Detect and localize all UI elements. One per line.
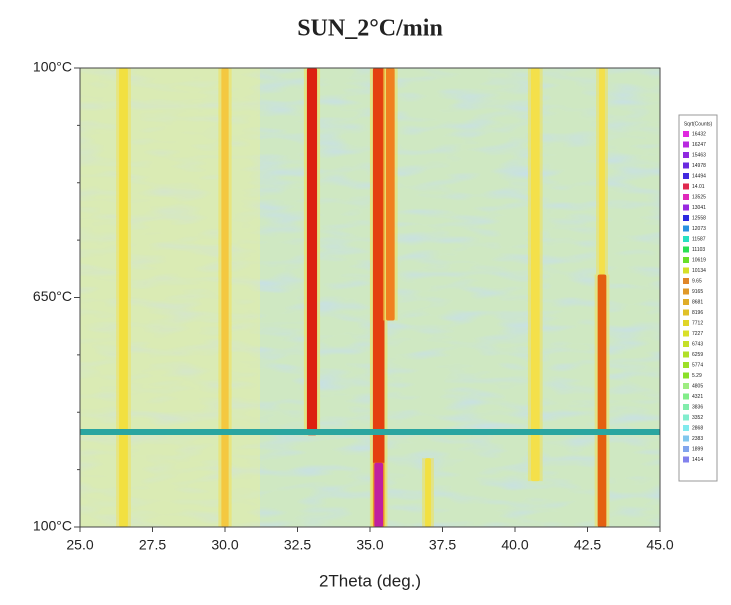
colorbar-label: 15463 xyxy=(692,152,706,158)
colorbar-label: 13041 xyxy=(692,205,706,211)
x-tick-label: 32.5 xyxy=(284,537,311,553)
colorbar-label: 16247 xyxy=(692,142,706,148)
colorbar-swatch xyxy=(683,257,689,263)
peak xyxy=(374,462,384,527)
colorbar-label: 5774 xyxy=(692,362,703,368)
colorbar-label: 7227 xyxy=(692,331,703,337)
colorbar-title: Sqrt(Counts) xyxy=(684,121,713,127)
colorbar-swatch xyxy=(683,362,689,368)
colorbar-label: 1414 xyxy=(692,457,703,463)
colorbar-label: 12073 xyxy=(692,226,706,232)
colorbar-label: 3836 xyxy=(692,404,703,410)
colorbar-swatch xyxy=(683,414,689,421)
colorbar-label: 12558 xyxy=(692,215,706,221)
colorbar-label: 14494 xyxy=(692,173,706,179)
colorbar-label: 2383 xyxy=(692,436,703,442)
peak xyxy=(599,68,605,275)
colorbar-label: 9.65 xyxy=(692,278,702,284)
colorbar-label: 14978 xyxy=(692,163,706,169)
colorbar-label: 10134 xyxy=(692,268,706,274)
colorbar-swatch xyxy=(683,236,689,242)
colorbar-swatch xyxy=(683,288,689,295)
colorbar-label: 10619 xyxy=(692,257,706,263)
phase-line xyxy=(80,429,660,435)
peak xyxy=(119,68,128,527)
x-tick-label: 35.0 xyxy=(356,537,383,553)
y-tick-label: 100°C xyxy=(33,59,72,75)
colorbar-swatch xyxy=(683,225,689,232)
colorbar-swatch xyxy=(683,194,689,200)
background-shade xyxy=(80,68,260,527)
colorbar-label: 3352 xyxy=(692,415,703,421)
colorbar-label: 7712 xyxy=(692,320,703,326)
x-tick-label: 45.0 xyxy=(646,537,673,553)
x-tick-label: 25.0 xyxy=(66,537,93,553)
colorbar-swatch xyxy=(683,215,689,221)
colorbar-swatch xyxy=(683,141,689,148)
colorbar-swatch xyxy=(683,404,689,410)
colorbar-swatch xyxy=(683,246,689,253)
colorbar-label: 2868 xyxy=(692,425,703,431)
colorbar-swatch xyxy=(683,152,689,158)
colorbar-swatch xyxy=(683,267,689,274)
colorbar-swatch xyxy=(683,183,689,190)
peak xyxy=(385,68,395,321)
colorbar-swatch xyxy=(683,204,689,211)
x-tick-label: 27.5 xyxy=(139,537,166,553)
colorbar-swatch xyxy=(683,393,689,400)
colorbar-label: 11103 xyxy=(692,247,705,253)
y-tick-label: 100°C xyxy=(33,518,72,534)
colorbar-label: 5.29 xyxy=(692,373,702,379)
colorbar-label: 16432 xyxy=(692,131,706,137)
colorbar-label: 4805 xyxy=(692,383,703,389)
colorbar-swatch xyxy=(683,456,689,463)
colorbar-label: 14.01 xyxy=(692,184,705,190)
colorbar-swatch xyxy=(683,446,689,452)
colorbar-swatch xyxy=(683,435,689,442)
colorbar-swatch xyxy=(683,341,689,347)
x-tick-label: 30.0 xyxy=(211,537,238,553)
colorbar-swatch xyxy=(683,162,689,169)
peak xyxy=(530,68,540,482)
colorbar-swatch xyxy=(683,131,689,137)
colorbar-swatch xyxy=(683,309,689,316)
colorbar-label: 9165 xyxy=(692,289,703,295)
colorbar-swatch xyxy=(683,330,689,337)
colorbar-label: 4321 xyxy=(692,394,703,400)
x-tick-label: 42.5 xyxy=(574,537,601,553)
colorbar-label: 8681 xyxy=(692,299,703,305)
x-tick-label: 40.0 xyxy=(501,537,528,553)
colorbar-swatch xyxy=(683,351,689,358)
y-tick-label: 650°C xyxy=(33,288,72,304)
colorbar-label: 8196 xyxy=(692,310,703,316)
colorbar-label: 6743 xyxy=(692,341,703,347)
colorbar-swatch xyxy=(683,372,689,379)
colorbar-swatch xyxy=(683,173,689,179)
colorbar-swatch xyxy=(683,299,689,305)
colorbar-label: 13525 xyxy=(692,194,706,200)
x-tick-label: 37.5 xyxy=(429,537,456,553)
colorbar-swatch xyxy=(683,320,689,326)
colorbar-label: 6259 xyxy=(692,352,703,358)
colorbar-label: 11587 xyxy=(692,236,706,242)
colorbar-label: 1899 xyxy=(692,446,703,452)
peak xyxy=(306,68,318,436)
peak xyxy=(597,274,607,527)
colorbar-swatch xyxy=(683,278,689,284)
peak xyxy=(425,458,431,527)
colorbar-swatch xyxy=(683,383,689,389)
chart-title: SUN_2°C/min xyxy=(297,16,443,42)
peak xyxy=(372,68,385,527)
x-axis-title: 2Theta (deg.) xyxy=(319,571,421,590)
peak xyxy=(221,68,229,527)
colorbar-swatch xyxy=(683,425,689,431)
